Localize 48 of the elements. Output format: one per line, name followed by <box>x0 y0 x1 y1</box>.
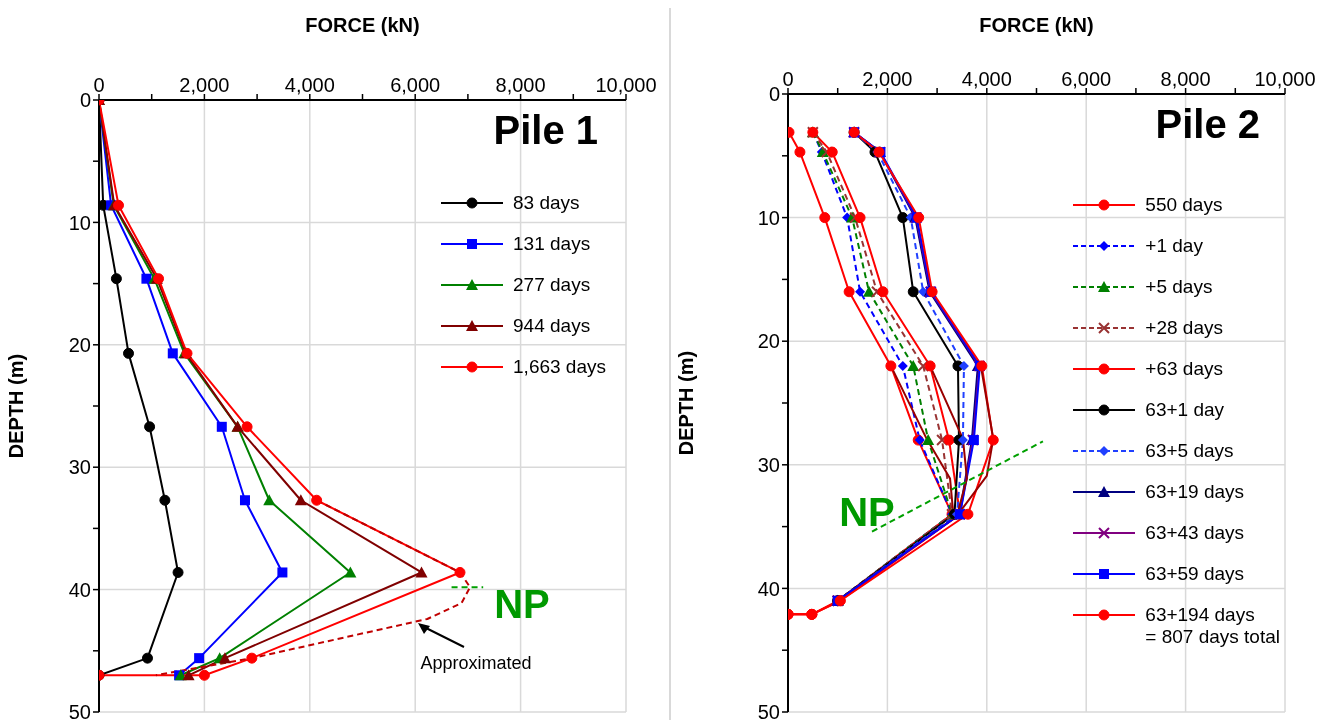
x-tick-label: 10,000 <box>595 74 657 96</box>
legend-label: 63+19 days <box>1145 481 1245 503</box>
legend-label: 63+5 days <box>1145 440 1234 462</box>
legend-label: 63+1 day <box>1145 399 1225 421</box>
legend-label: 944 days <box>513 315 591 337</box>
y-tick-label: 50 <box>757 701 780 724</box>
x-tick-label: 8,000 <box>495 74 546 96</box>
x-axis-title: FORCE (kN) <box>979 14 1094 37</box>
legend-label: +28 days <box>1145 317 1223 339</box>
y-tick-label: 0 <box>79 89 91 112</box>
y-tick-label: 30 <box>68 456 91 479</box>
y-axis-title: DEPTH (m) <box>5 353 28 459</box>
y-tick-label: 30 <box>757 453 780 476</box>
x-tick-label: 4,000 <box>284 74 335 96</box>
annotation: NP <box>494 582 550 626</box>
y-tick-label: 40 <box>757 577 780 600</box>
x-tick-label: 4,000 <box>961 68 1012 90</box>
legend-label: 550 days <box>1145 194 1223 216</box>
x-tick-label: 6,000 <box>1061 68 1112 90</box>
legend-label: 63+59 days <box>1145 563 1245 585</box>
annotation: Approximated <box>420 653 532 673</box>
y-tick-label: 50 <box>68 701 91 724</box>
legend-label: 63+194 days = 807 days total <box>1145 604 1280 648</box>
legend-label: +63 days <box>1145 358 1223 380</box>
y-tick-label: 10 <box>68 211 91 234</box>
legend-label: 131 days <box>513 233 591 255</box>
legend-label: +1 day <box>1145 235 1203 257</box>
x-tick-label: 8,000 <box>1160 68 1211 90</box>
x-tick-label: 2,000 <box>179 74 230 96</box>
legend-label: 277 days <box>513 274 591 296</box>
x-tick-label: 10,000 <box>1254 68 1316 90</box>
legend-label: 63+43 days <box>1145 522 1245 544</box>
x-tick-label: 2,000 <box>862 68 913 90</box>
y-tick-label: 20 <box>68 333 91 356</box>
legend-label: 83 days <box>513 192 580 214</box>
x-tick-label: 0 <box>93 74 105 96</box>
y-tick-label: 20 <box>757 330 780 353</box>
x-tick-label: 0 <box>782 68 794 90</box>
annotation: NP <box>839 490 895 534</box>
x-axis-title: FORCE (kN) <box>305 14 420 37</box>
legend-label: 1,663 days <box>513 356 606 378</box>
chart-title: Pile 2 <box>1155 102 1260 147</box>
x-tick-label: 6,000 <box>390 74 441 96</box>
legend-label: +5 days <box>1145 276 1213 298</box>
y-axis-title: DEPTH (m) <box>675 350 698 456</box>
y-tick-label: 10 <box>757 206 780 229</box>
y-tick-label: 40 <box>68 578 91 601</box>
chart-title: Pile 1 <box>493 108 598 153</box>
